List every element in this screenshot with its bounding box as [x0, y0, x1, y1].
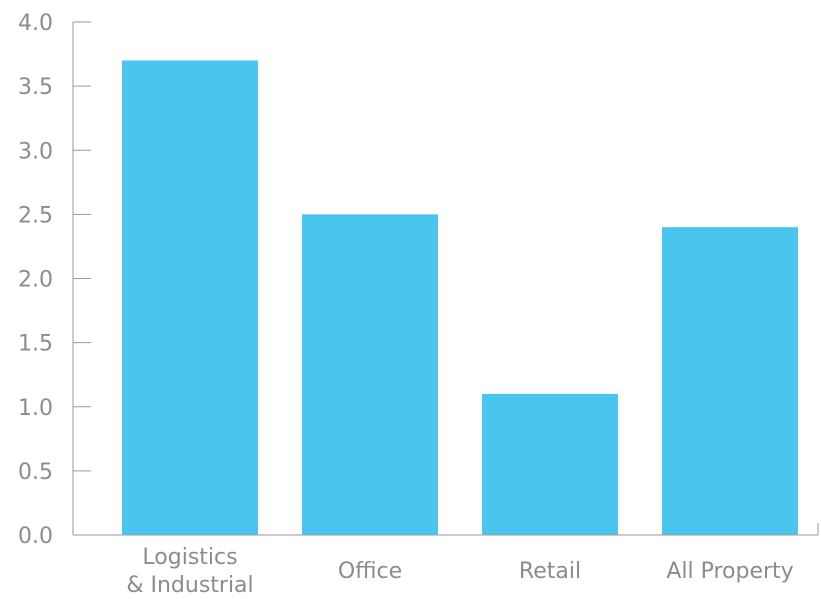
bar — [122, 60, 258, 535]
category-label: Office — [338, 559, 402, 584]
category-label: Retail — [519, 559, 581, 584]
category-label: All Property — [666, 559, 793, 584]
bar — [662, 227, 798, 535]
y-tick-label: 1.5 — [18, 332, 53, 357]
bar — [482, 393, 618, 535]
y-tick-label: 2.0 — [18, 268, 53, 293]
y-tick-label: 3.0 — [18, 139, 53, 164]
y-tick-label: 4.0 — [18, 11, 53, 36]
x-axis-labels: Logistics & Industrial Office Retail All Pro… — [126, 545, 793, 598]
y-axis: 0.0 0.5 1.0 1.5 2.0 2.5 3.0 3.5 4.0 — [18, 11, 91, 549]
y-tick-label: 3.5 — [18, 75, 53, 100]
y-tick-label: 2.5 — [18, 203, 53, 228]
y-tick-label: 0.0 — [18, 524, 53, 549]
bars — [122, 60, 798, 535]
y-tick-label: 0.5 — [18, 460, 53, 485]
y-tick-label: 1.0 — [18, 396, 53, 421]
category-label: Logistics & Industrial — [126, 545, 253, 598]
bar — [302, 214, 438, 535]
